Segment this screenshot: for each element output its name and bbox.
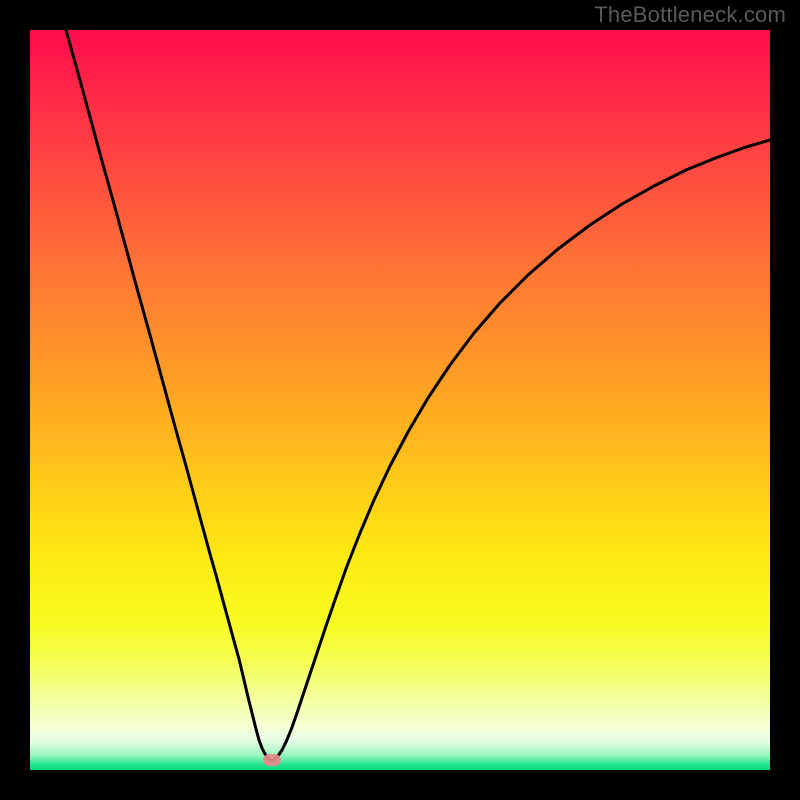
curve-layer: [30, 30, 770, 770]
bottleneck-curve: [66, 30, 770, 760]
chart-frame: TheBottleneck.com: [0, 0, 800, 800]
plot-area: [30, 30, 770, 770]
attribution-text: TheBottleneck.com: [594, 2, 786, 28]
minimum-marker: [263, 754, 281, 766]
